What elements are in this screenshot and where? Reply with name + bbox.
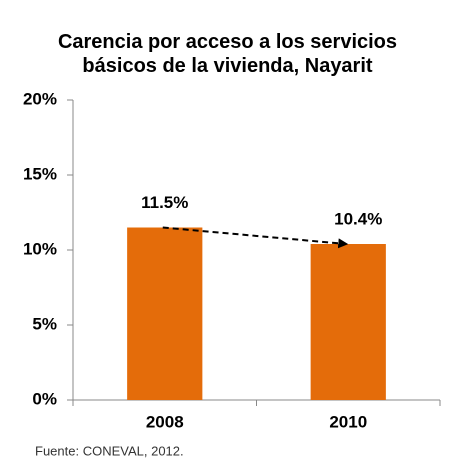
bar xyxy=(310,244,386,400)
y-tick-label: 10% xyxy=(23,239,57,258)
y-tick-label: 15% xyxy=(23,164,57,183)
y-tick-label: 0% xyxy=(32,389,57,408)
y-tick-label: 5% xyxy=(32,314,57,333)
x-tick-label: 2010 xyxy=(329,412,367,431)
value-label: 10.4% xyxy=(334,209,382,228)
source-note: Fuente: CONEVAL, 2012. xyxy=(35,443,184,458)
y-tick-label: 20% xyxy=(23,89,57,108)
chart-title: Carencia por acceso a los servicios bási… xyxy=(57,31,398,77)
trend-arrow xyxy=(162,226,349,249)
bar xyxy=(127,227,203,400)
x-tick-label: 2008 xyxy=(146,412,184,431)
value-label: 11.5% xyxy=(141,193,188,212)
